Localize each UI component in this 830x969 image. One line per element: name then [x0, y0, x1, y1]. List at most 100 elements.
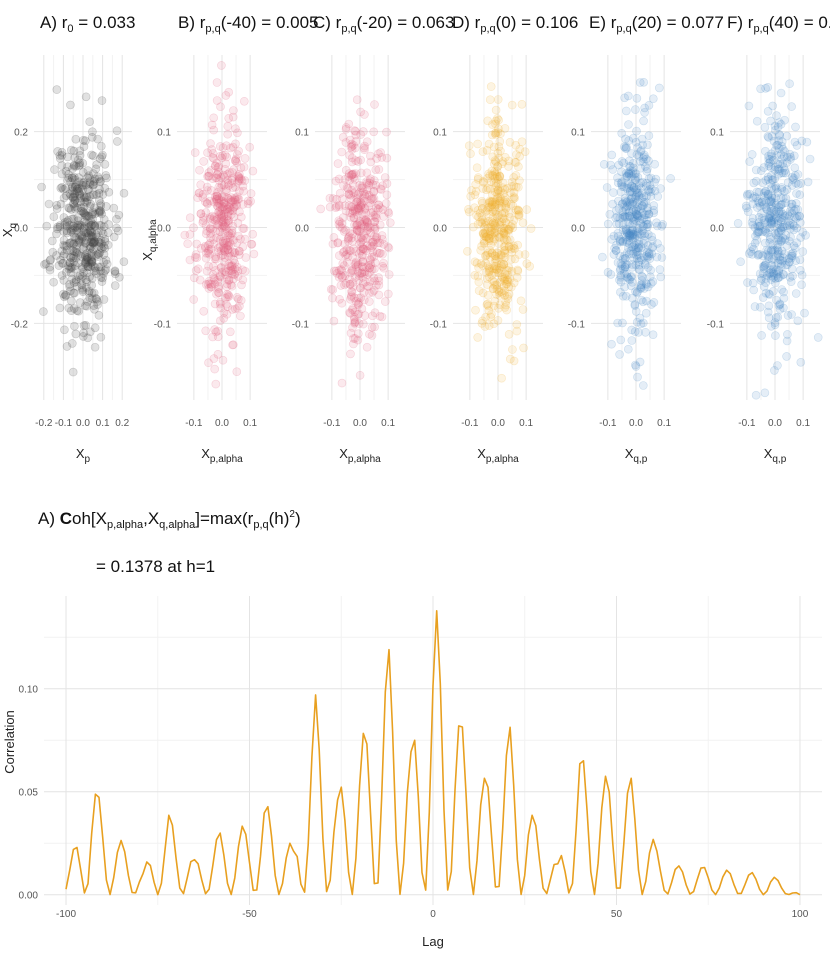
scatter-point	[339, 227, 349, 236]
scatter-point	[333, 159, 343, 168]
scatter-point	[235, 207, 244, 217]
scatter-point	[89, 301, 99, 310]
scatter-point	[79, 227, 89, 237]
scatter-point	[464, 207, 474, 217]
scatter-point	[347, 169, 357, 179]
scatter-point	[55, 151, 65, 160]
scatter-point	[752, 187, 762, 197]
scatter-point	[85, 173, 94, 183]
scatter-point	[224, 251, 233, 261]
scatter-point	[334, 251, 344, 260]
scatter-point	[211, 379, 221, 389]
scatter-point	[234, 176, 244, 185]
scatter-point	[354, 206, 364, 215]
scatter-point	[194, 188, 204, 198]
scatter-point	[192, 253, 202, 263]
scatter-point	[70, 181, 80, 191]
scatter-point	[347, 145, 357, 154]
scatter-point	[497, 373, 506, 383]
scatter-point	[212, 194, 222, 204]
scatter-point	[365, 329, 374, 339]
scatter-point	[627, 336, 637, 345]
scatter-point	[354, 309, 364, 319]
scatter-point	[473, 205, 483, 215]
scatter-point	[90, 220, 100, 230]
scatter-point	[79, 202, 89, 212]
y-tick-label: 0.0	[571, 224, 585, 235]
scatter-point	[80, 209, 90, 219]
scatter-point	[80, 250, 90, 260]
scatter-point	[383, 242, 393, 252]
scatter-point	[621, 144, 630, 153]
scatter-point	[357, 181, 367, 191]
scatter-point	[227, 179, 236, 188]
scatter-point	[476, 246, 486, 255]
scatter-point	[65, 189, 75, 198]
scatter-point	[215, 242, 225, 252]
scatter-point	[221, 159, 231, 168]
scatter-point	[52, 85, 62, 94]
scatter-point	[91, 251, 101, 260]
scatter-point	[213, 188, 222, 197]
panel-title: A) r0 = 0.033	[40, 13, 135, 35]
scatter-point	[634, 191, 643, 200]
scatter-point	[356, 168, 366, 178]
scatter-point	[764, 254, 774, 264]
scatter-point	[225, 261, 234, 271]
scatter-point	[338, 259, 348, 268]
scatter-point	[237, 176, 247, 185]
scatter-point	[213, 199, 223, 208]
scatter-point	[199, 306, 208, 316]
scatter-point	[231, 304, 240, 314]
scatter-point	[206, 229, 215, 238]
scatter-point	[224, 114, 233, 123]
scatter-point	[76, 203, 86, 213]
scatter-point	[329, 316, 339, 326]
scatter-point	[85, 202, 95, 211]
scatter-point	[488, 207, 498, 217]
scatter-panel-f: -0.10.00.1-0.10.00.1F) rp,q(40) = 0.069X…	[707, 13, 830, 465]
x-tick-label: 0.1	[96, 418, 110, 429]
scatter-point	[234, 172, 244, 181]
scatter-point	[363, 222, 373, 232]
scatter-point	[224, 194, 233, 203]
scatter-point	[86, 217, 96, 226]
scatter-point	[196, 209, 206, 218]
scatter-point	[227, 228, 237, 238]
scatter-point	[52, 201, 62, 210]
scatter-point	[358, 235, 368, 244]
scatter-point	[74, 235, 84, 244]
scatter-point	[216, 235, 225, 244]
scatter-point	[87, 257, 97, 267]
scatter-point	[352, 205, 362, 214]
scatter-point	[341, 206, 351, 216]
scatter-point	[219, 313, 229, 323]
scatter-point	[230, 248, 239, 257]
scatter-point	[345, 279, 355, 289]
scatter-point	[519, 343, 528, 353]
scatter-point	[356, 107, 365, 117]
panel-title: C) rp,q(-20) = 0.063	[313, 13, 454, 35]
scatter-point	[214, 218, 224, 228]
scatter-point	[230, 202, 239, 212]
scatter-point	[223, 302, 232, 311]
scatter-point	[218, 227, 228, 236]
scatter-point	[631, 307, 641, 316]
scatter-point	[646, 265, 656, 275]
scatter-point	[370, 232, 379, 241]
scatter-point	[87, 228, 96, 238]
scatter-point	[362, 137, 372, 146]
scatter-point	[617, 177, 627, 187]
scatter-point	[247, 239, 256, 249]
scatter-point	[346, 268, 355, 278]
scatter-point	[345, 279, 355, 289]
scatter-point	[102, 259, 112, 269]
scatter-point	[210, 299, 220, 309]
scatter-point	[216, 102, 225, 111]
scatter-point	[355, 188, 364, 197]
scatter-point	[84, 257, 93, 266]
scatter-point	[55, 222, 65, 232]
scatter-point	[374, 200, 384, 210]
scatter-point	[234, 231, 243, 241]
scatter-point	[202, 226, 212, 236]
